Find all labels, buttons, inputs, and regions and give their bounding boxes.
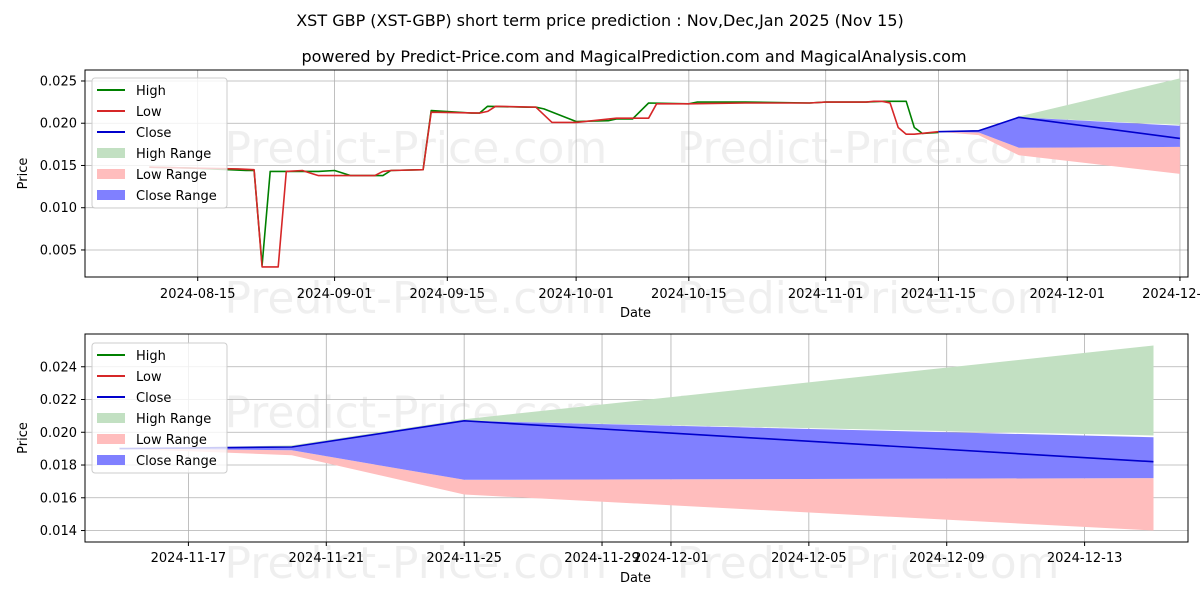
plot-area (149, 78, 1181, 268)
watermark-text: Predict-Price.com (225, 273, 608, 324)
x-tick-label: 2024-11-01 (788, 287, 864, 302)
legend-close-label: Close (136, 126, 171, 141)
axes-frame (84, 333, 1189, 543)
x-tick-label: 2024-09-15 (410, 287, 486, 302)
y-tick-label: 0.025 (40, 74, 77, 89)
y-axis-label: Price (16, 422, 31, 454)
y-tick-label: 0.014 (40, 524, 77, 539)
legend-close-range-swatch (97, 190, 125, 200)
x-tick-label: 2024-12-09 (909, 551, 985, 566)
y-tick-label: 0.024 (40, 360, 77, 375)
legend-low-range-swatch (97, 434, 125, 444)
close-range-area (119, 420, 1154, 480)
legend-close-range-label: Close Range (136, 454, 217, 469)
legend-high-range-label: High Range (136, 147, 211, 162)
upper-panel: Predict-Price.com Predict-Price.com Predic… (16, 69, 1200, 324)
legend-box (91, 342, 228, 474)
close-line (938, 116, 1181, 140)
legend-high-range-swatch (97, 148, 125, 158)
legend-close-range-swatch (97, 455, 125, 465)
x-tick-label: 2024-12-13 (1047, 551, 1123, 566)
watermark-text: Predict-Price.com (677, 538, 1060, 589)
x-tick-label: 2024-12-15 (1142, 287, 1200, 302)
x-tick-label: 2024-12-05 (771, 551, 847, 566)
x-tick-label: 2024-10-01 (538, 287, 614, 302)
legend: High Low Close High Range Low Range Close Ran… (91, 342, 228, 474)
legend-low-label: Low (136, 370, 162, 385)
watermark-text: Predict-Price.com (225, 123, 608, 174)
x-axis-label: Date (620, 306, 651, 321)
y-axis-label: Price (16, 158, 31, 190)
low-line (149, 100, 939, 268)
y-tick-label: 0.018 (40, 459, 77, 474)
legend-low-range-swatch (97, 169, 125, 179)
chart-subtitle: powered by Predict-Price.com and Magical… (301, 47, 966, 66)
legend-high-label: High (136, 84, 166, 99)
x-tick-label: 2024-09-01 (297, 287, 373, 302)
legend-low-label: Low (136, 105, 162, 120)
legend-close-range-label: Close Range (136, 189, 217, 204)
x-tick-label: 2024-11-21 (289, 551, 365, 566)
watermark-text: Predict-Price.com (677, 273, 1060, 324)
legend-high-range-swatch (97, 413, 125, 423)
y-tick-label: 0.010 (40, 201, 77, 216)
x-tick-label: 2024-11-29 (564, 551, 640, 566)
x-axis-label: Date (620, 571, 651, 586)
y-tick-label: 0.005 (40, 243, 77, 258)
low-range-area (119, 448, 1154, 531)
legend-low-range-label: Low Range (136, 433, 207, 448)
x-tick-label: 2024-11-17 (151, 551, 227, 566)
y-tick-label: 0.020 (40, 117, 77, 132)
x-tick-label: 2024-12-01 (1029, 287, 1105, 302)
legend: High Low Close High Range Low Range Close Ran… (91, 77, 228, 209)
high-range-area (119, 345, 1154, 449)
x-tick-label: 2024-12-01 (633, 551, 709, 566)
y-tick-label: 0.020 (40, 426, 77, 441)
chart-title: XST GBP (XST-GBP) short term price predi… (296, 11, 904, 30)
y-tick-label: 0.015 (40, 159, 77, 174)
watermark-text: Predict-Price.com (225, 538, 608, 589)
y-tick-label: 0.022 (40, 393, 77, 408)
axes-frame (84, 69, 1189, 278)
x-tick-label: 2024-11-25 (426, 551, 502, 566)
legend-high-range-label: High Range (136, 412, 211, 427)
legend-high-label: High (136, 349, 166, 364)
legend-low-range-label: Low Range (136, 168, 207, 183)
legend-close-label: Close (136, 391, 171, 406)
high-range-area (938, 78, 1180, 132)
x-tick-label: 2024-10-15 (651, 287, 727, 302)
low-range-area (938, 131, 1180, 174)
legend-box (91, 77, 228, 209)
y-tick-label: 0.016 (40, 491, 77, 506)
x-tick-label: 2024-08-15 (160, 287, 236, 302)
x-tick-label: 2024-11-15 (901, 287, 977, 302)
